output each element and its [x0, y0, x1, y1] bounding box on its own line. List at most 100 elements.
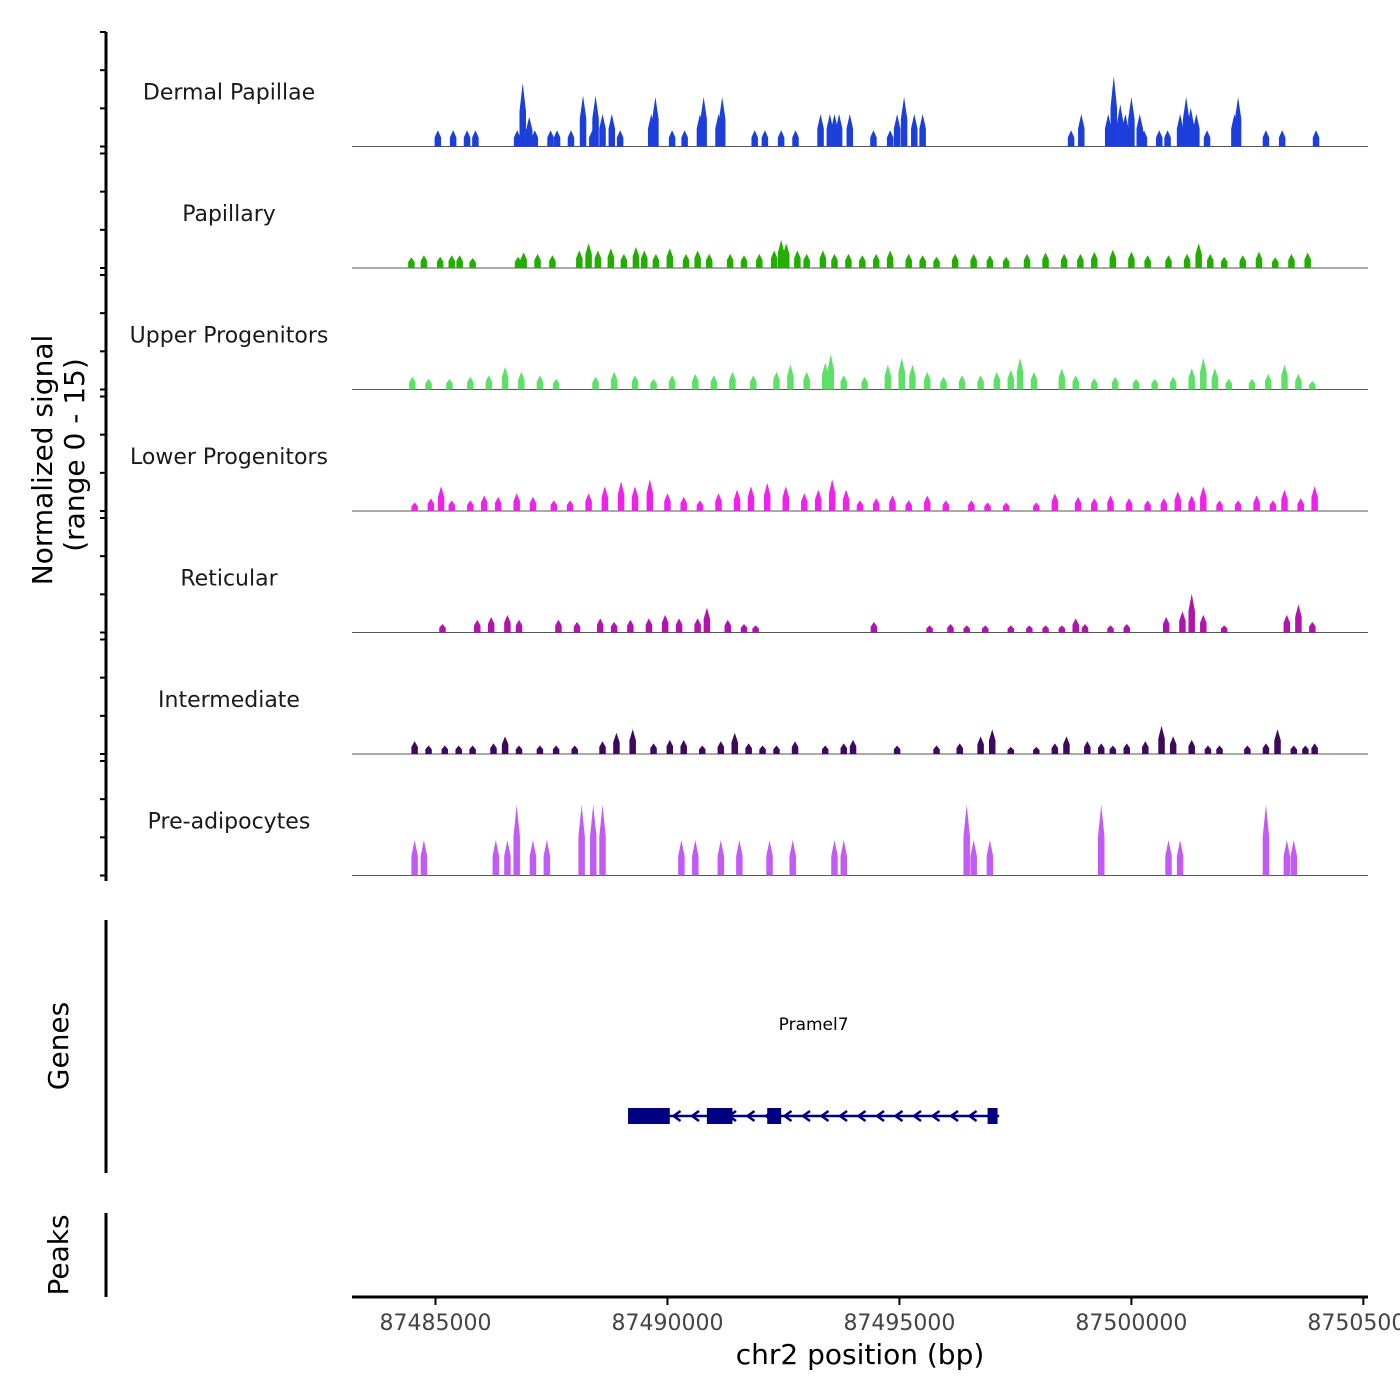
signal-peak	[1271, 257, 1279, 268]
signal-peak	[1248, 378, 1256, 390]
signal-peak	[480, 495, 488, 511]
signal-peak	[501, 366, 509, 390]
signal-peak	[1122, 113, 1129, 147]
x-axis-ticks: 87485000 87490000 87495000 87500000 87505000	[380, 1297, 1400, 1336]
signal-peak	[747, 486, 755, 511]
x-tick-label: 87500000	[1075, 1311, 1187, 1336]
signal-peak	[1188, 495, 1195, 511]
signal-peak	[789, 840, 796, 876]
signal-peak	[835, 113, 843, 147]
signal-peak	[840, 840, 848, 876]
signal-peak	[919, 255, 926, 268]
signal-peak	[573, 621, 581, 633]
signal-peak	[1107, 495, 1114, 511]
track-upper-progenitors: Upper Progenitors	[130, 324, 1368, 390]
signal-peak	[733, 489, 741, 511]
track-intermediate: Intermediate	[158, 688, 1368, 755]
signal-peak	[700, 97, 707, 147]
signal-peak	[1188, 368, 1195, 390]
signal-peak	[425, 745, 432, 754]
signal-peak	[1288, 253, 1295, 268]
signal-peak	[529, 496, 537, 511]
signal-peak	[1188, 739, 1195, 754]
signal-peak	[1176, 113, 1184, 147]
signal-peak	[1002, 256, 1010, 268]
signal-peak	[694, 250, 701, 268]
signal-peak	[434, 130, 442, 147]
signal-peak	[571, 745, 578, 754]
signal-peak	[645, 618, 653, 633]
signal-peak	[872, 253, 880, 268]
signal-peak	[504, 840, 511, 876]
signal-peak	[555, 619, 562, 633]
signal-peak	[840, 375, 848, 390]
signal-peak	[1111, 376, 1119, 390]
track-label: Reticular	[180, 567, 278, 592]
signal-peak	[501, 736, 509, 754]
signal-peak	[947, 624, 954, 633]
signal-peak	[986, 255, 994, 268]
signal-peak	[1265, 373, 1272, 390]
signal-peak	[436, 256, 444, 268]
signal-peak	[1132, 378, 1140, 390]
signal-peak	[485, 375, 493, 390]
signal-peak	[680, 496, 687, 511]
signal-peak	[1220, 625, 1228, 633]
signal-peak	[1058, 368, 1066, 390]
signal-peak	[1311, 486, 1318, 511]
signal-peak	[1295, 604, 1302, 633]
signal-peak	[1183, 253, 1191, 268]
signal-peak	[699, 745, 706, 754]
signal-peak	[680, 739, 687, 754]
signal-peak	[616, 130, 624, 147]
signal-peak	[455, 745, 462, 754]
signal-peak	[933, 745, 940, 754]
gene-model: Pramel7	[628, 1015, 1000, 1124]
signal-peak	[692, 840, 699, 876]
signal-peak	[968, 500, 975, 511]
signal-peak	[646, 479, 654, 511]
signal-peak	[782, 486, 790, 511]
signal-peak	[411, 502, 418, 511]
signal-peak	[1262, 130, 1270, 147]
signal-peak	[993, 371, 1001, 390]
signal-peak	[518, 371, 525, 390]
y-axis-title-line2: (range 0 - 15)	[58, 358, 91, 552]
signal-peak	[1074, 496, 1082, 511]
signal-peak	[641, 250, 648, 268]
signal-peak	[1144, 500, 1151, 511]
signal-peak	[1002, 502, 1010, 511]
signal-peak	[446, 378, 453, 390]
signal-peak	[552, 378, 560, 390]
signal-peak	[717, 840, 725, 876]
gene-exon	[767, 1108, 782, 1124]
signal-peak	[828, 479, 836, 511]
signal-peak	[1067, 130, 1075, 147]
signal-peak	[448, 255, 455, 268]
signal-peak	[552, 745, 560, 754]
signal-peak	[1311, 743, 1318, 754]
signal-peak	[617, 481, 625, 511]
signal-peak	[448, 500, 455, 511]
signal-peak	[576, 250, 583, 268]
signal-peak	[958, 375, 966, 390]
signal-peak	[1262, 804, 1270, 876]
signal-peak	[1188, 593, 1195, 633]
signal-peak	[1312, 130, 1320, 147]
signal-peak	[1007, 746, 1015, 754]
signal-peak	[1203, 130, 1211, 147]
signal-peak	[1207, 253, 1214, 268]
signal-peak	[1077, 253, 1084, 268]
signal-peak	[794, 250, 801, 268]
signal-peak	[1123, 743, 1131, 754]
x-tick-label: 87505000	[1307, 1311, 1400, 1336]
signal-peak	[849, 739, 857, 754]
signal-peak	[773, 745, 780, 754]
signal-peak	[1007, 625, 1015, 633]
signal-peak	[1104, 113, 1112, 147]
signal-peak	[724, 619, 732, 633]
signal-peak	[409, 376, 416, 390]
signal-peak	[1151, 378, 1158, 390]
signal-peak	[740, 624, 748, 633]
signal-peak	[543, 840, 551, 876]
